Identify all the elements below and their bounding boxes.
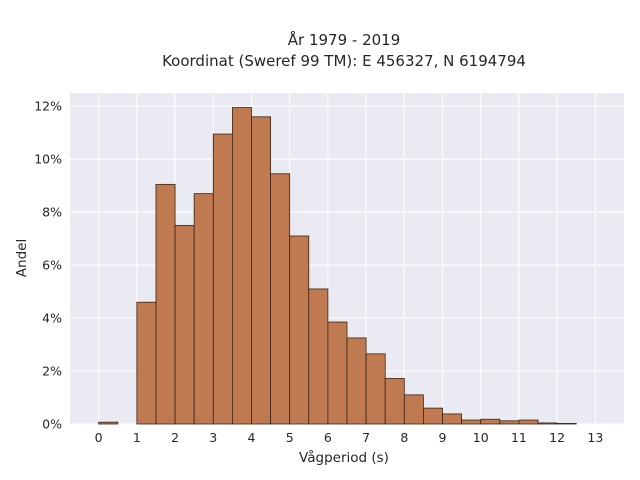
histogram-bar <box>556 423 577 425</box>
histogram-bar <box>346 337 367 425</box>
histogram-bar <box>384 378 405 425</box>
histogram-bar <box>499 420 520 425</box>
x-tick-label: 7 <box>362 430 370 445</box>
y-tick-label: 12% <box>34 99 62 114</box>
histogram-bar <box>270 173 291 425</box>
histogram-bar <box>423 407 443 425</box>
x-tick-label: 0 <box>95 430 103 445</box>
x-tick-label: 9 <box>439 430 447 445</box>
histogram-bar <box>365 353 386 425</box>
histogram-bar <box>98 421 119 425</box>
y-tick-labels: 0% 2% 4% 6% 8% 10% 12% <box>34 99 62 432</box>
y-axis-label: Andel <box>14 239 30 277</box>
y-tick-label: 6% <box>42 258 62 273</box>
x-tick-labels: 0 1 2 3 4 5 6 7 8 9 10 11 12 13 <box>95 430 604 445</box>
y-tick-label: 10% <box>34 152 62 167</box>
histogram-bar <box>193 193 214 425</box>
x-tick-label: 1 <box>133 430 141 445</box>
chart-title-line1: År 1979 - 2019 <box>288 30 401 49</box>
x-tick-label: 2 <box>171 430 179 445</box>
y-tick-label: 4% <box>42 311 62 326</box>
histogram-bar <box>155 183 176 425</box>
histogram-bar <box>327 321 348 425</box>
histogram-bar <box>251 116 271 425</box>
x-tick-label: 3 <box>209 430 217 445</box>
chart-title-line2: Koordinat (Sweref 99 TM): E 456327, N 61… <box>162 52 526 70</box>
histogram-bar <box>518 419 539 425</box>
histogram-bar <box>461 419 482 425</box>
x-tick-label: 12 <box>549 430 565 445</box>
histogram-bar <box>289 235 310 425</box>
histogram-bar <box>308 288 329 425</box>
histogram-bar <box>136 301 157 425</box>
histogram-bar <box>480 418 501 425</box>
x-tick-label: 4 <box>248 430 256 445</box>
x-tick-label: 5 <box>286 430 294 445</box>
x-tick-label: 8 <box>400 430 408 445</box>
histogram-bar <box>212 133 233 425</box>
x-tick-label: 11 <box>511 430 527 445</box>
histogram-bar <box>403 394 424 425</box>
histogram-bar <box>442 413 463 425</box>
histogram-bar <box>231 107 252 425</box>
y-tick-label: 8% <box>42 205 62 220</box>
x-tick-label: 10 <box>473 430 489 445</box>
x-tick-label: 13 <box>587 430 603 445</box>
y-tick-label: 0% <box>42 417 62 432</box>
histogram-bar <box>537 422 558 425</box>
bars <box>98 107 577 425</box>
y-tick-label: 2% <box>42 364 62 379</box>
x-tick-label: 6 <box>324 430 332 445</box>
histogram-bar <box>174 224 195 425</box>
x-axis-label: Vågperiod (s) <box>299 449 389 466</box>
